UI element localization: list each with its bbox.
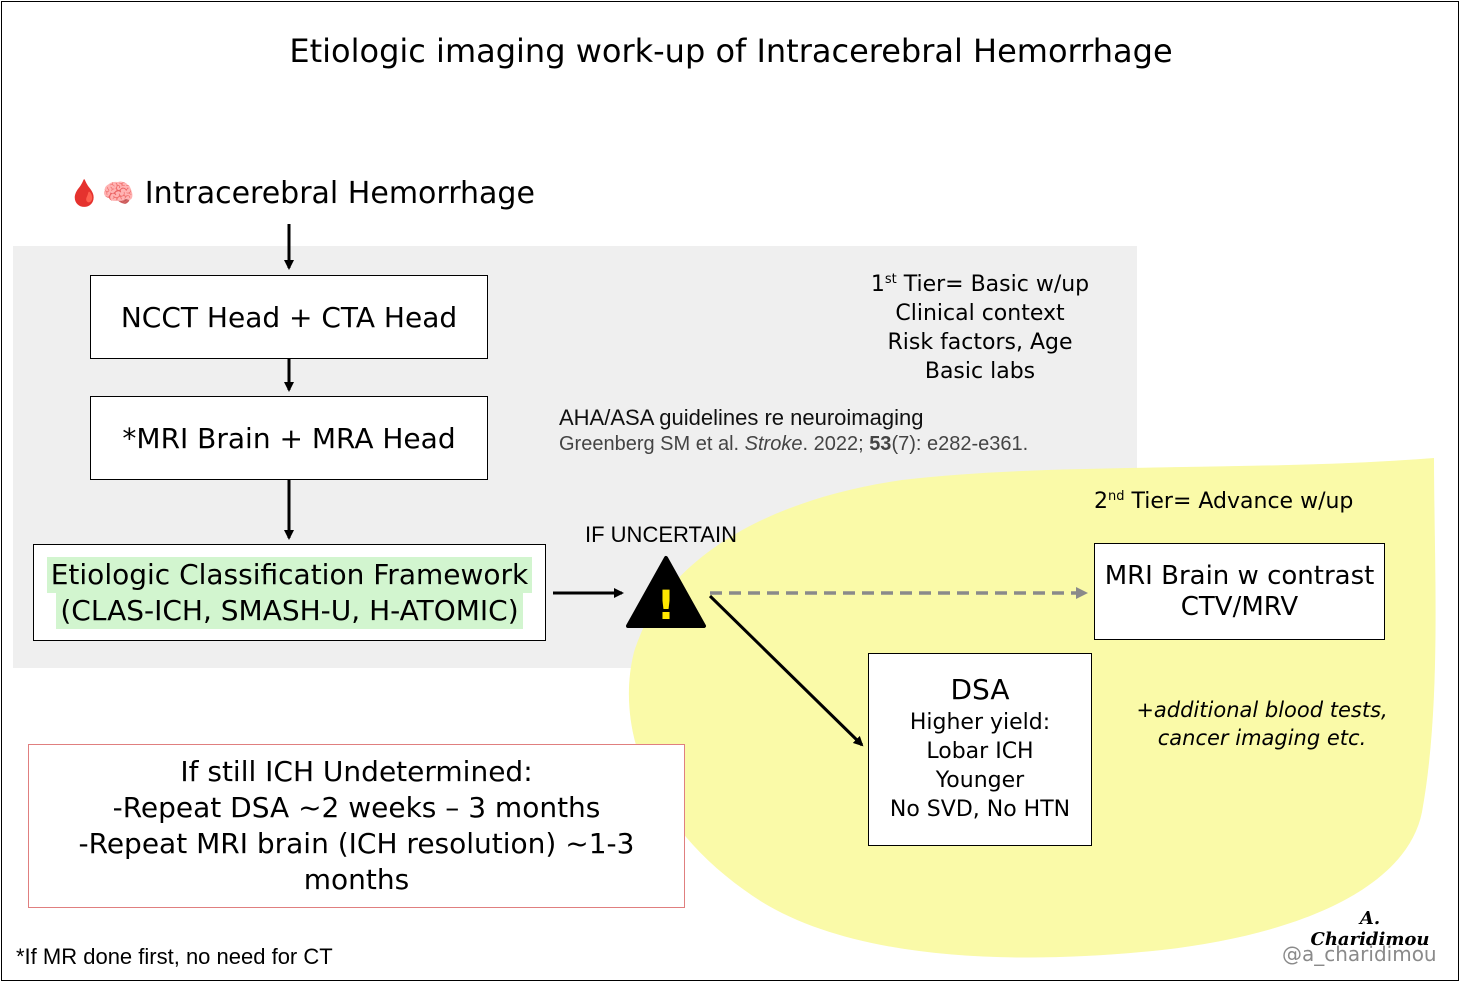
etiologic-line-2: (CLAS-ICH, SMASH-U, H-ATOMIC) (56, 592, 523, 629)
undetermined-line-1: If still ICH Undetermined: (180, 755, 533, 788)
tier2-number: 2 (1094, 489, 1108, 514)
guideline-reference: AHA/ASA guidelines re neuroimaging Green… (559, 405, 1028, 456)
ncct-label: NCCT Head + CTA Head (120, 300, 458, 334)
contrast-line-2: CTV/MRV (1180, 591, 1299, 622)
author-handle: @a_charidimou (1282, 942, 1437, 966)
undetermined-line-2: -Repeat DSA ~2 weeks – 3 months (112, 791, 601, 824)
contrast-line-1: MRI Brain w contrast (1104, 560, 1375, 591)
mri-label: *MRI Brain + MRA Head (122, 421, 456, 455)
dsa-line: Higher yield: (909, 710, 1051, 735)
dsa-line: No SVD, No HTN (889, 797, 1071, 822)
citation-authors: Greenberg SM et al. (559, 433, 745, 455)
tier1-line: Basic labs (924, 359, 1036, 384)
tier2-suffix: nd (1108, 489, 1125, 504)
undetermined-line-3: -Repeat MRI brain (ICH resolution) ~1-3 (78, 827, 635, 860)
blood-drop-icon: 🩸 (68, 178, 101, 209)
guideline-title: AHA/ASA guidelines re neuroimaging (559, 405, 924, 430)
additional-line-1: +additional blood tests, (1136, 698, 1388, 722)
etiologic-line-1: Etiologic Classification Framework (46, 556, 533, 593)
tier1-heading-text: Tier= Basic w/up (896, 272, 1090, 297)
brain-icon: 🧠 (102, 178, 135, 209)
ich-header: 🩸 🧠 Intracerebral Hemorrhage (68, 176, 535, 211)
citation-volume: 53 (869, 433, 892, 455)
undetermined-box: If still ICH Undetermined: -Repeat DSA ~… (28, 744, 685, 908)
tier1-label: 1st Tier= Basic w/up Clinical context Ri… (840, 270, 1120, 386)
if-uncertain-label: IF UNCERTAIN (585, 522, 737, 547)
dsa-box: DSA Higher yield: Lobar ICH Younger No S… (868, 653, 1092, 846)
author-signature: A. Charidimou (1310, 908, 1430, 950)
tier2-label: 2nd Tier= Advance w/up (1094, 489, 1353, 514)
page-title: Etiologic imaging work-up of Intracerebr… (289, 32, 1173, 70)
arrow-warning-to-dsa (708, 594, 864, 747)
tier1-line: Clinical context (895, 301, 1065, 326)
undetermined-line-4: months (303, 863, 410, 896)
dsa-title: DSA (950, 673, 1010, 706)
citation-journal: Stroke (744, 433, 803, 455)
guideline-citation: Greenberg SM et al. Stroke. 2022; 53(7):… (559, 433, 1028, 456)
mri-contrast-box: MRI Brain w contrast CTV/MRV (1094, 543, 1385, 640)
tier1-line: Risk factors, Age (887, 330, 1073, 355)
citation-pages: (7): e282-e361. (891, 433, 1029, 455)
warning-mark: ! (657, 583, 675, 629)
ich-header-label: Intracerebral Hemorrhage (144, 176, 535, 211)
tier2-heading-text: Tier= Advance w/up (1124, 489, 1354, 514)
dsa-line: Younger (935, 768, 1025, 793)
dsa-line: Lobar ICH (926, 739, 1034, 764)
tier1-number: 1 (870, 272, 885, 297)
footnote: *If MR done first, no need for CT (16, 944, 333, 969)
additional-line-2: cancer imaging etc. (1157, 726, 1367, 750)
warning-icon: ! (626, 556, 706, 629)
tier1-suffix: st (884, 272, 897, 287)
ncct-box: NCCT Head + CTA Head (90, 275, 488, 359)
citation-year: . 2022; (802, 433, 870, 455)
mri-box: *MRI Brain + MRA Head (90, 396, 488, 480)
tier1-heading: 1st Tier= Basic w/up (840, 270, 1120, 299)
etiologic-framework-box: Etiologic Classification Framework (CLAS… (33, 544, 546, 641)
additional-tests-note: +additional blood tests, cancer imaging … (1122, 696, 1402, 752)
